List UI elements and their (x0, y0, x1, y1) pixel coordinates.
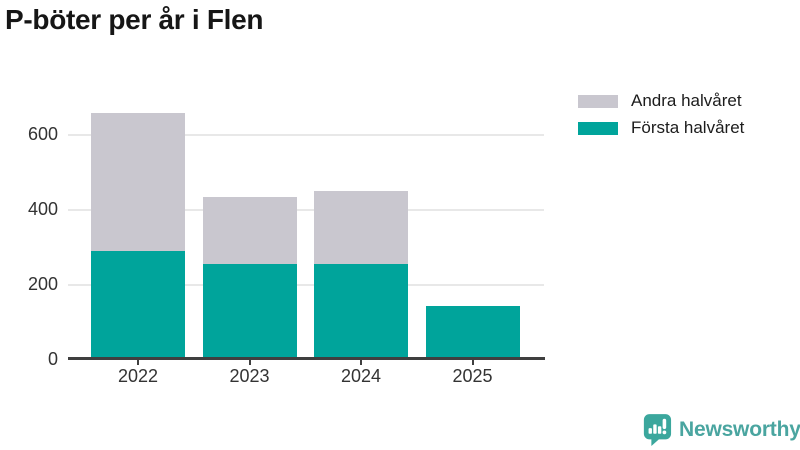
legend-swatch-forsta-halvaret (578, 121, 618, 135)
legend: Andra halvåret Första halvåret (578, 91, 745, 137)
legend-label-forsta-halvaret: Första halvåret (631, 118, 745, 137)
legend-label-andra-halvaret: Andra halvåret (631, 91, 742, 110)
chart-title: P-böter per år i Flen (5, 4, 264, 35)
x-axis-label-2022: 2022 (117, 366, 159, 386)
y-axis-label-0: 0 (47, 349, 58, 369)
legend-item-forsta-halvaret: Första halvåret (578, 118, 745, 137)
newsworthy-logo[interactable]: Newsworthy (642, 413, 800, 447)
bar-2025-first-half (425, 305, 520, 360)
y-axis-label-600: 600 (27, 124, 58, 144)
gridline-600 (68, 134, 544, 136)
legend-item-andra-halvaret: Andra halvåret (578, 91, 744, 110)
legend-swatch-andra-halvaret (578, 94, 618, 108)
x-axis-line (68, 357, 545, 360)
y-axis-label-200: 200 (27, 274, 58, 294)
x-axis-label-2024: 2024 (340, 366, 382, 386)
gridline-400 (68, 209, 544, 211)
bar-2023-first-half (202, 264, 297, 360)
bar-2024-first-half (314, 264, 408, 360)
newsworthy-wordmark: Newsworthy (679, 418, 800, 441)
x-axis-label-2023: 2023 (229, 366, 270, 386)
x-axis-tick-2022 (137, 360, 139, 365)
bar-2022-first-half (91, 251, 185, 360)
gridline-200 (68, 284, 544, 286)
bar-2024-second-half (314, 191, 408, 265)
bar-2023-second-half (202, 196, 297, 265)
y-axis-label-400: 400 (27, 199, 58, 219)
x-axis-tick-2023 (248, 360, 251, 365)
x-axis-tick-2024 (360, 360, 362, 365)
bar-2022-second-half (91, 112, 185, 252)
newsworthy-bubble-icon (643, 414, 672, 446)
x-axis-label-2025: 2025 (452, 366, 493, 386)
x-axis-tick-2025 (471, 360, 474, 365)
